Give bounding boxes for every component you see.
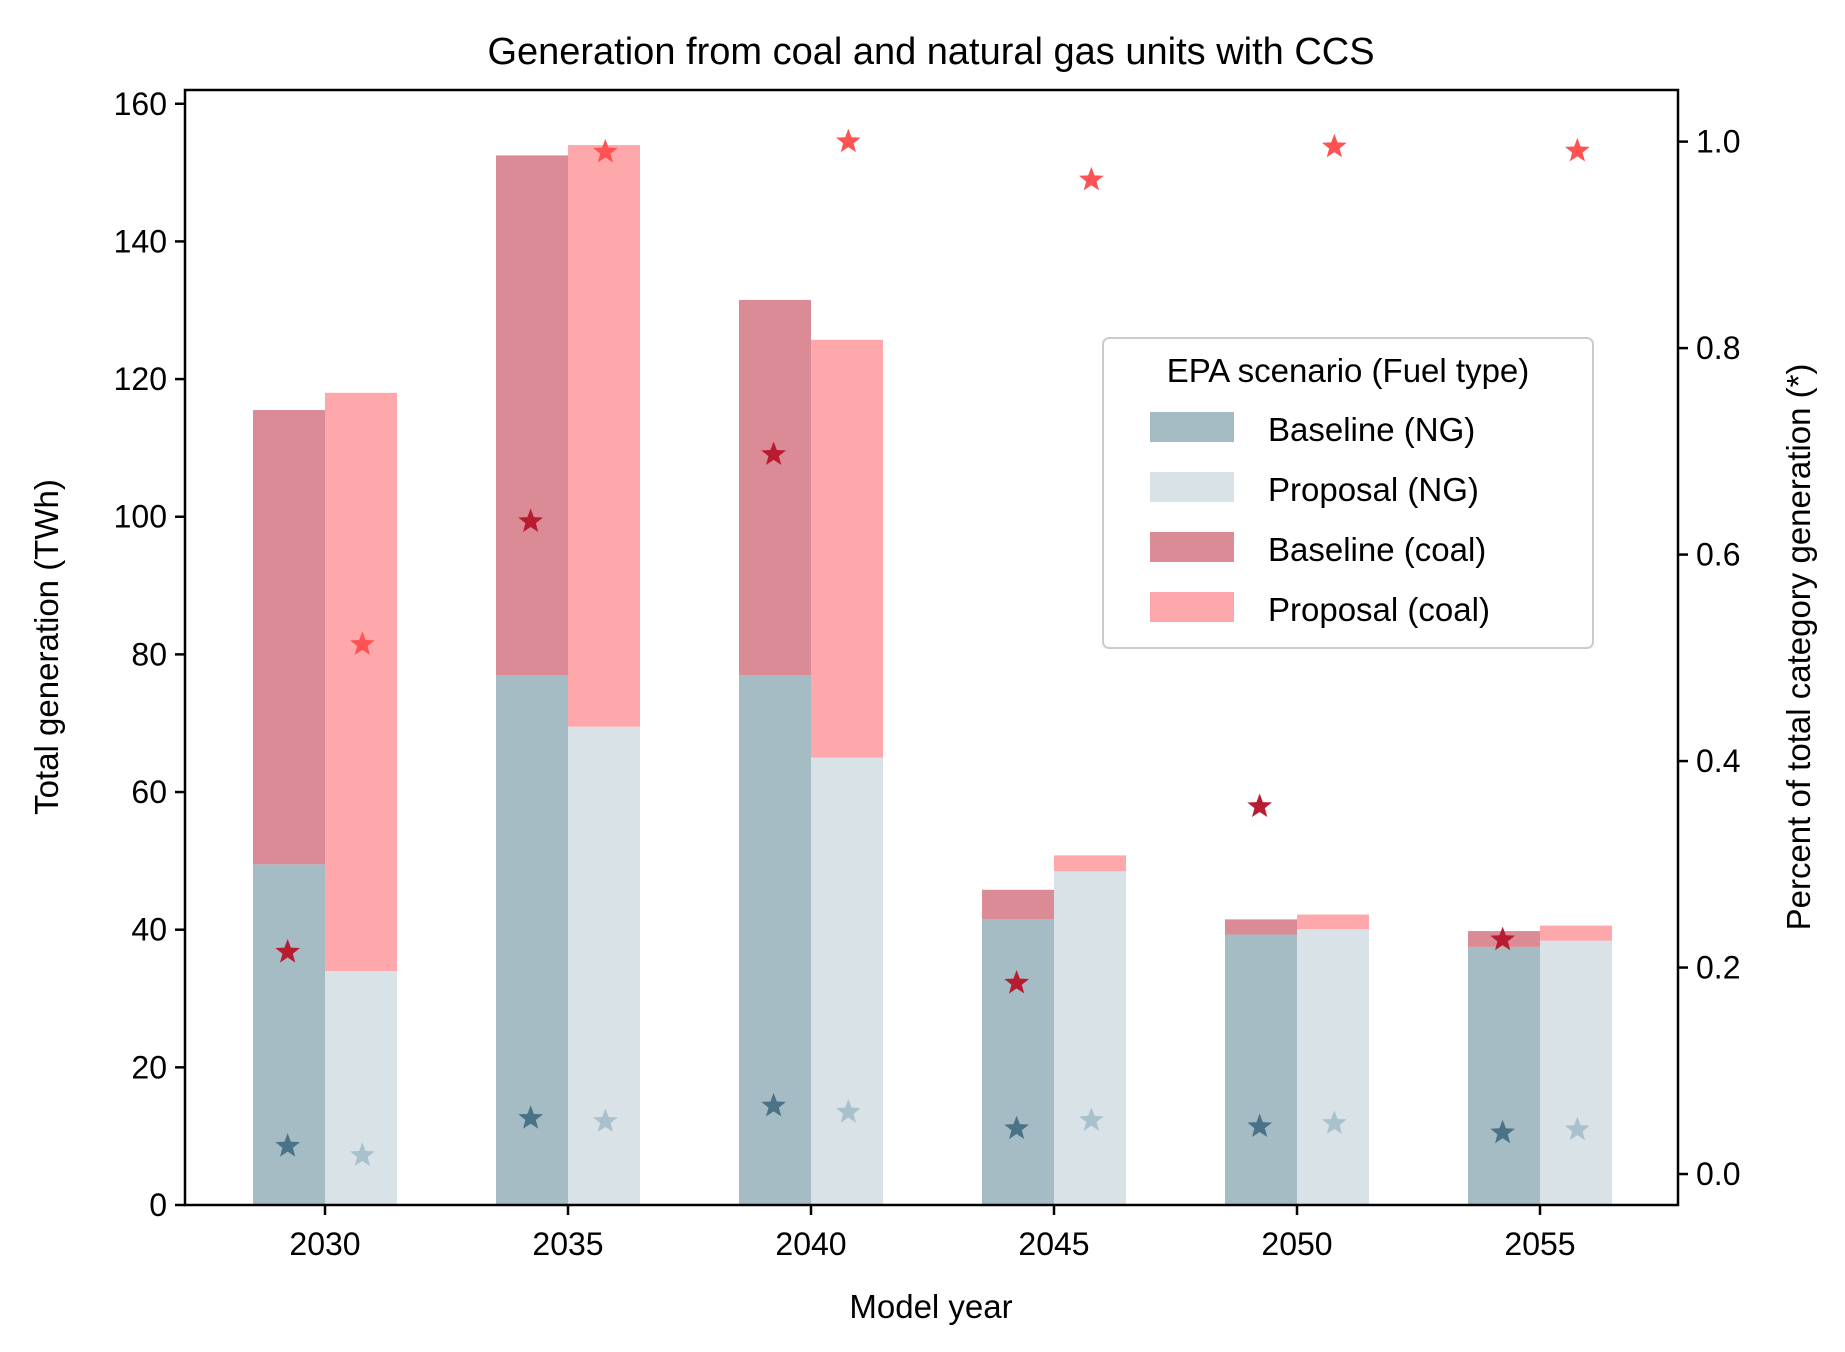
legend-swatch [1150,472,1234,502]
star-proposal-coal-2045 [1079,166,1104,191]
left-y-axis: 0 20 40 60 80 100 120 140 160 [114,86,185,1223]
bar-proposal-ng-2050 [1297,929,1369,1205]
x-tick-label: 2030 [289,1226,360,1262]
left-tick-label: 0 [149,1187,167,1223]
bar-baseline-coal-2035 [496,155,568,676]
stars-layer [275,128,1590,1166]
x-tick-label: 2040 [775,1226,846,1262]
bar-proposal-coal-2030 [325,392,397,971]
star-proposal-ng-2045 [1079,1107,1104,1131]
bar-proposal-ng-2055 [1540,940,1612,1205]
star-baseline-ng-2030 [275,1133,300,1157]
bar-proposal-coal-2050 [1297,914,1369,930]
right-y-axis-title: Percent of total category generation (*) [1780,364,1817,931]
right-tick-label: 0.8 [1696,330,1740,366]
legend-label: Baseline (coal) [1268,531,1486,568]
star-baseline-ng-2035 [518,1105,543,1129]
right-y-axis: 0.0 0.2 0.4 0.6 0.8 1.0 [1678,124,1740,1192]
x-tick-label: 2050 [1261,1226,1332,1262]
legend-label: Proposal (coal) [1268,591,1490,628]
bar-proposal-coal-2035 [568,145,640,727]
star-baseline-coal-2045 [1004,970,1029,994]
right-tick-label: 1.0 [1696,124,1740,160]
bar-baseline-ng-2045 [982,919,1054,1205]
legend-label: Proposal (NG) [1268,471,1479,508]
right-tick-label: 0.6 [1696,537,1740,573]
left-tick-label: 60 [131,774,167,810]
star-baseline-ng-2040 [761,1092,786,1117]
bar-proposal-ng-2045 [1054,871,1126,1205]
x-tick-label: 2055 [1504,1226,1575,1262]
star-baseline-ng-2045 [1004,1115,1029,1140]
star-proposal-coal-2050 [1322,133,1347,158]
right-tick-label: 0.0 [1696,1156,1740,1192]
x-axis-title: Model year [849,1288,1012,1325]
star-baseline-ng-2055 [1490,1119,1515,1144]
bar-baseline-ng-2030 [253,864,325,1205]
left-tick-label: 160 [114,86,167,122]
legend-swatch [1150,592,1234,622]
chart-title: Generation from coal and natural gas uni… [487,31,1374,73]
star-baseline-coal-2030 [275,939,300,963]
left-tick-label: 120 [114,361,167,397]
star-proposal-ng-2050 [1322,1110,1347,1134]
star-proposal-coal-2035 [593,138,618,163]
left-tick-label: 80 [131,636,167,672]
bar-baseline-ng-2055 [1468,946,1540,1205]
star-baseline-coal-2040 [761,441,786,465]
legend-swatch [1150,532,1234,562]
bar-baseline-ng-2035 [496,675,568,1205]
x-tick-label: 2035 [532,1226,603,1262]
left-tick-label: 40 [131,912,167,948]
right-tick-label: 0.2 [1696,950,1740,986]
star-proposal-ng-2035 [593,1108,618,1132]
bar-baseline-ng-2050 [1225,934,1297,1205]
left-tick-label: 100 [114,499,167,535]
bar-proposal-coal-2055 [1540,925,1612,941]
bar-proposal-coal-2045 [1054,855,1126,872]
star-proposal-ng-2040 [836,1099,861,1123]
left-tick-label: 140 [114,223,167,259]
legend-label: Baseline (NG) [1268,411,1475,448]
plot-frame [183,88,1680,1207]
legend-entries: Baseline (NG) Proposal (NG) Baseline (coal… [1150,411,1490,628]
star-proposal-coal-2040 [836,128,861,153]
bar-baseline-coal-2045 [982,889,1054,920]
star-baseline-ng-2050 [1247,1113,1272,1138]
star-proposal-coal-2055 [1565,137,1590,162]
left-tick-label: 20 [131,1049,167,1085]
legend-swatch [1150,412,1234,442]
bar-proposal-ng-2040 [811,757,883,1205]
bar-proposal-ng-2035 [568,726,640,1205]
bar-baseline-coal-2030 [253,410,325,865]
x-axis: 2030 2035 2040 2045 2050 2055 [289,1205,1576,1262]
bar-baseline-ng-2040 [739,675,811,1205]
star-proposal-ng-2030 [350,1142,375,1166]
legend-title: EPA scenario (Fuel type) [1167,352,1530,389]
bar-proposal-ng-2030 [325,970,397,1205]
bar-baseline-coal-2050 [1225,919,1297,935]
bars-layer [253,145,1612,1205]
bar-proposal-coal-2040 [811,339,883,758]
star-baseline-coal-2035 [518,508,543,533]
star-proposal-ng-2055 [1565,1116,1590,1141]
right-tick-label: 0.4 [1696,743,1740,779]
bar-baseline-coal-2040 [739,299,811,676]
y-axis-title: Total generation (TWh) [28,479,65,815]
star-baseline-coal-2055 [1490,926,1515,951]
star-baseline-coal-2050 [1247,793,1272,818]
x-tick-label: 2045 [1018,1226,1089,1262]
star-proposal-coal-2030 [350,631,375,655]
legend: EPA scenario (Fuel type) Baseline (NG) Pr… [1102,337,1594,649]
